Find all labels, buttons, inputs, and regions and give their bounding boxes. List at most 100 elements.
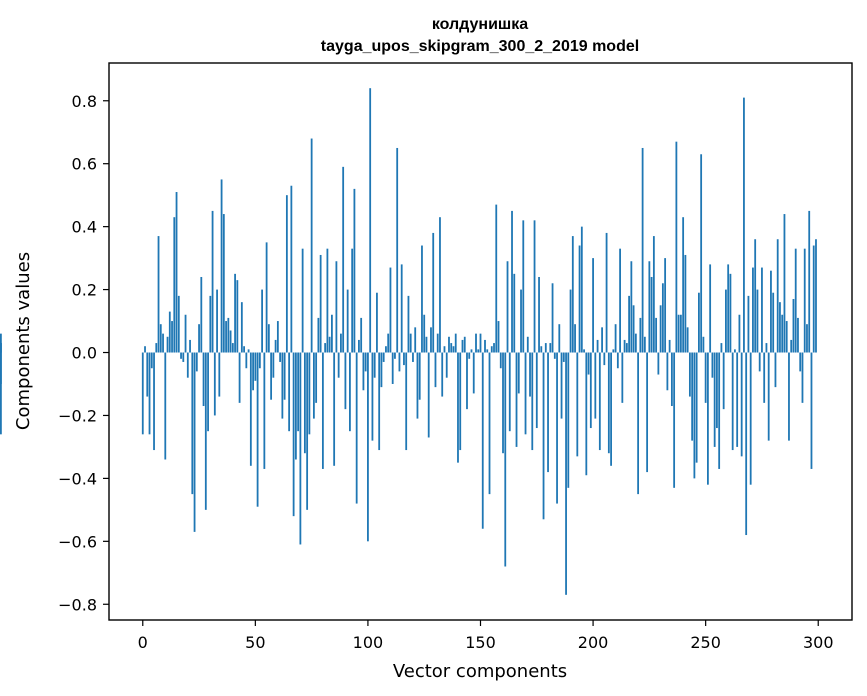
bar-255 bbox=[716, 352, 718, 429]
bar-88 bbox=[340, 333, 342, 353]
bar-51 bbox=[256, 352, 259, 507]
bar-202 bbox=[596, 339, 599, 353]
bar-86 bbox=[335, 261, 338, 353]
bar-15 bbox=[175, 192, 178, 353]
bar-248 bbox=[700, 154, 703, 353]
bar-175 bbox=[535, 352, 538, 429]
axis-ticks-group: 0 50 100 150 200 250 300 −0.8 −0.6 −0.4 −0.2 0.0 0.2… bbox=[58, 92, 833, 652]
bar-256 bbox=[718, 352, 721, 469]
bar-288 bbox=[790, 339, 793, 353]
bar-237 bbox=[675, 141, 678, 353]
bar-213 bbox=[621, 352, 624, 403]
bar-207 bbox=[607, 352, 610, 454]
bar-11 bbox=[166, 336, 169, 353]
bar-22 bbox=[191, 352, 194, 495]
bar-167 bbox=[517, 352, 520, 394]
bar-210 bbox=[614, 324, 617, 353]
bar-19 bbox=[184, 314, 187, 353]
bar-225 bbox=[648, 261, 651, 353]
bar-48 bbox=[249, 352, 252, 466]
bar-178 bbox=[542, 352, 545, 520]
bar-50 bbox=[254, 352, 257, 381]
bar-123 bbox=[418, 352, 421, 400]
bar-45 bbox=[243, 346, 245, 353]
bar-139 bbox=[454, 333, 457, 353]
bar-292 bbox=[799, 352, 802, 372]
bar-66 bbox=[290, 185, 293, 353]
chart-subtitle: tayga_upos_skipgram_300_2_2019 model bbox=[321, 38, 639, 55]
bar-223 bbox=[643, 336, 646, 353]
bar-280 bbox=[772, 292, 775, 353]
bar-97 bbox=[360, 317, 363, 353]
bar-293 bbox=[801, 352, 804, 403]
bar-165 bbox=[513, 273, 516, 353]
bar-0 bbox=[141, 352, 144, 435]
bar-191 bbox=[571, 236, 574, 353]
bar-120 bbox=[412, 352, 414, 362]
bar-177 bbox=[540, 346, 543, 353]
bar-285 bbox=[783, 214, 786, 353]
bar-274 bbox=[758, 352, 761, 372]
bar-10 bbox=[164, 352, 167, 460]
bar-186 bbox=[560, 352, 563, 419]
bar-278 bbox=[767, 352, 770, 441]
bar-126 bbox=[425, 336, 428, 353]
bar-156 bbox=[493, 343, 495, 353]
bar-14 bbox=[173, 217, 176, 353]
bar-74 bbox=[308, 352, 311, 435]
bar-272 bbox=[754, 239, 757, 353]
bars-group bbox=[0, 88, 817, 595]
bar-36 bbox=[222, 214, 225, 353]
bar-203 bbox=[598, 352, 601, 451]
bar-294 bbox=[803, 248, 806, 353]
bar-303 bbox=[0, 352, 2, 435]
bar-73 bbox=[306, 352, 309, 510]
bar-40 bbox=[231, 343, 234, 353]
bar-283 bbox=[779, 302, 781, 353]
bar-136 bbox=[448, 336, 450, 353]
bar-279 bbox=[770, 270, 772, 353]
bar-8 bbox=[159, 324, 162, 353]
bar-129 bbox=[432, 232, 435, 353]
bar-211 bbox=[616, 352, 619, 369]
bar-87 bbox=[337, 352, 340, 378]
bar-118 bbox=[407, 295, 410, 353]
y-tick-label: −0.6 bbox=[58, 532, 97, 551]
bar-216 bbox=[628, 295, 630, 353]
bar-196 bbox=[583, 349, 585, 353]
bar-9 bbox=[162, 333, 164, 353]
bar-93 bbox=[351, 248, 354, 353]
bar-80 bbox=[321, 352, 324, 469]
bar-172 bbox=[529, 352, 531, 397]
bar-75 bbox=[310, 138, 313, 353]
x-tick-label: 300 bbox=[803, 633, 834, 652]
bar-103 bbox=[373, 352, 376, 378]
bar-189 bbox=[567, 352, 570, 488]
bar-245 bbox=[693, 352, 696, 479]
bar-127 bbox=[427, 352, 430, 438]
bar-83 bbox=[328, 336, 331, 353]
bar-173 bbox=[531, 352, 534, 451]
bar-96 bbox=[358, 339, 360, 353]
bar-3 bbox=[148, 352, 151, 435]
bar-25 bbox=[198, 324, 200, 353]
bar-62 bbox=[281, 352, 284, 419]
bar-224 bbox=[646, 352, 649, 473]
bar-141 bbox=[459, 352, 462, 451]
bar-200 bbox=[592, 258, 594, 353]
bar-42 bbox=[236, 280, 239, 353]
bar-6 bbox=[155, 343, 158, 353]
bar-64 bbox=[285, 195, 288, 353]
bar-185 bbox=[558, 324, 561, 353]
bar-46 bbox=[245, 352, 248, 369]
bar-199 bbox=[589, 352, 592, 429]
bar-260 bbox=[727, 264, 730, 353]
bar-106 bbox=[380, 352, 383, 388]
bar-12 bbox=[168, 311, 171, 353]
bar-240 bbox=[682, 217, 685, 353]
bar-147 bbox=[472, 352, 475, 394]
bar-284 bbox=[781, 314, 784, 353]
bar-82 bbox=[326, 248, 329, 353]
bar-63 bbox=[283, 352, 286, 400]
